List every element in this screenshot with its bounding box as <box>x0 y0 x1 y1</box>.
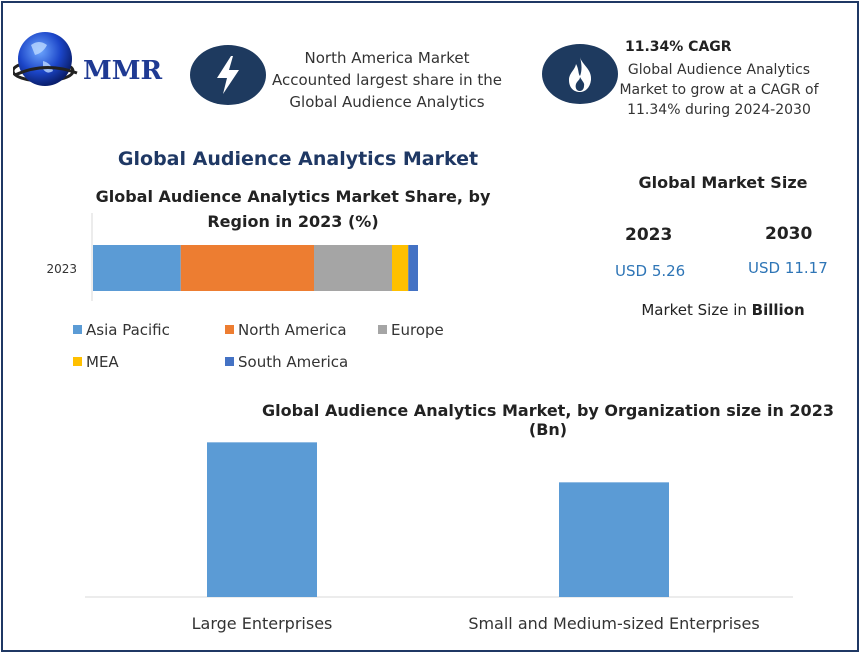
highlight-text-2: Global Audience Analytics Market to grow… <box>619 62 819 118</box>
value-2023: USD 5.26 <box>615 262 686 280</box>
highlight-text-1: North America Market Accounted largest s… <box>272 49 502 111</box>
cagr-title: 11.34% CAGR <box>625 39 732 55</box>
org-bar-smes <box>559 482 669 597</box>
region-bar-asia-pacific <box>93 245 181 291</box>
main-title: Global Audience Analytics Market <box>117 148 479 170</box>
region-bar-europe <box>314 245 392 291</box>
region-bar-south-america <box>408 245 418 291</box>
organization-size-chart: Large Enterprises Small and Medium-sized … <box>85 442 793 633</box>
legend-swatch <box>225 325 234 334</box>
region-bar-north-america <box>180 245 314 291</box>
year-2030: 2030 <box>765 224 813 244</box>
market-size-note: Market Size in Billion <box>623 301 823 319</box>
legend-swatch <box>73 325 82 334</box>
org-bar-large-enterprises <box>207 442 317 597</box>
value-2030: USD 11.17 <box>748 259 828 277</box>
region-share-chart: 2023 Asia Pacific North America Europe MEA S… <box>46 213 444 371</box>
org-category-label: Large Enterprises <box>192 614 333 633</box>
lightning-icon <box>190 45 266 105</box>
flame-icon <box>542 44 618 104</box>
market-size-note-unit: Billion <box>751 301 805 319</box>
legend-label: North America <box>238 321 347 339</box>
org-category-label: Small and Medium-sized Enterprises <box>468 614 759 633</box>
legend-label: South America <box>238 353 348 371</box>
mmr-logo: MMR <box>11 25 173 97</box>
year-2023: 2023 <box>625 225 673 245</box>
region-category-label: 2023 <box>46 262 77 276</box>
market-size-title: Global Market Size <box>638 173 808 192</box>
globe-icon <box>11 32 78 86</box>
region-chart-title: Global Audience Analytics Market Share, … <box>95 187 491 231</box>
org-chart-title: Global Audience Analytics Market, by Org… <box>262 401 834 439</box>
legend-label: MEA <box>86 353 119 371</box>
logo-text: MMR <box>83 56 163 86</box>
legend-swatch <box>73 357 82 366</box>
legend-label: Europe <box>391 321 444 339</box>
legend-swatch <box>378 325 387 334</box>
market-size-note-prefix: Market Size in <box>641 301 752 319</box>
legend-label: Asia Pacific <box>86 321 170 339</box>
legend-swatch <box>225 357 234 366</box>
region-bar-mea <box>392 245 409 291</box>
